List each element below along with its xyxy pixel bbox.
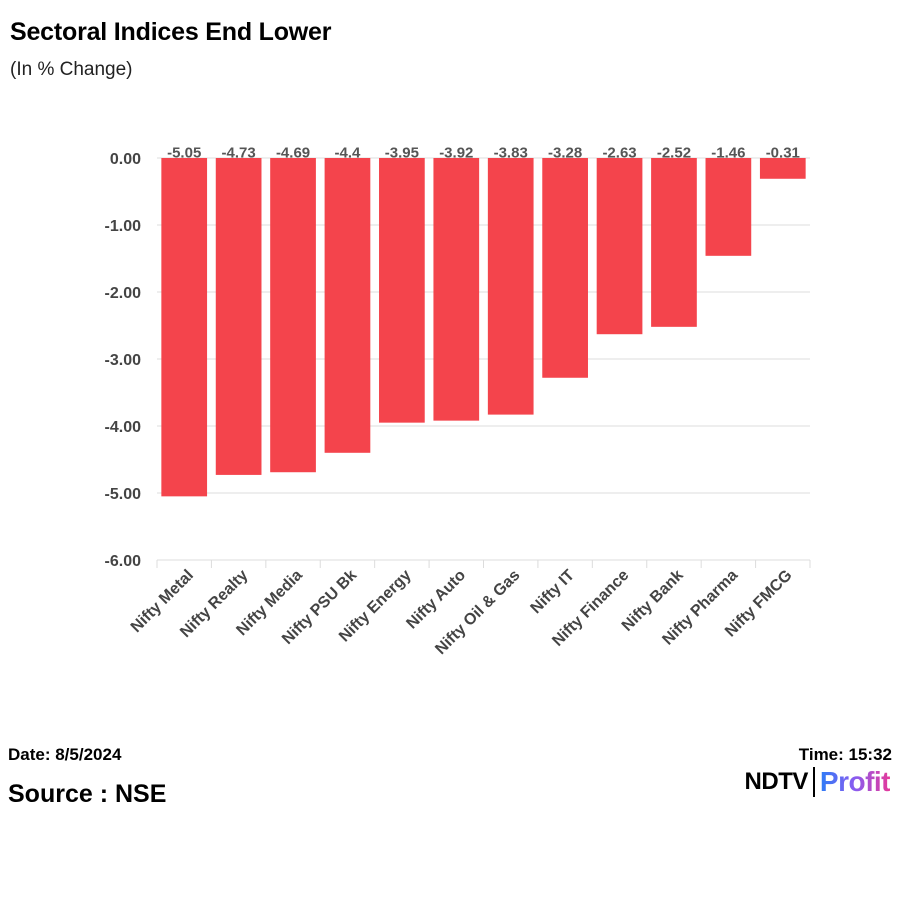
y-tick-label: -3.00	[105, 352, 142, 369]
bar	[596, 158, 643, 335]
logo-divider	[812, 767, 815, 797]
bar	[270, 158, 316, 473]
data-label: -0.31	[766, 145, 800, 162]
data-label: -3.92	[439, 145, 473, 162]
time-label: Time: 15:32	[798, 745, 892, 764]
y-tick-label: -2.00	[105, 285, 142, 302]
bar	[161, 158, 208, 497]
data-label: -3.28	[548, 145, 582, 162]
data-label: -4.4	[335, 145, 362, 162]
data-label: -2.52	[657, 145, 691, 162]
data-label: -5.05	[167, 145, 201, 162]
y-tick-label: -5.00	[105, 486, 142, 503]
ndtv-profit-logo: NDTV Profit	[744, 766, 891, 798]
source-label: Source : NSE	[8, 780, 167, 808]
bar-chart: 0.00 -1.00 -2.00 -3.00 -4.00 -5.00 -6.00 -5.05 N…	[105, 145, 811, 658]
y-tick-label: -4.00	[105, 419, 142, 436]
bar	[324, 158, 371, 453]
chart-title: Sectoral Indices End Lower	[10, 18, 332, 46]
data-label: -4.73	[222, 145, 256, 162]
data-label: -4.69	[276, 145, 310, 162]
category-label: Nifty IT	[528, 567, 579, 618]
y-tick-label: -6.00	[105, 553, 142, 570]
data-label: -3.83	[494, 145, 528, 162]
bar	[215, 158, 262, 475]
bar	[759, 158, 806, 179]
logo-profit-text: Profit	[819, 766, 891, 797]
bar	[705, 158, 752, 256]
data-label: -3.95	[385, 145, 419, 162]
bar	[542, 158, 588, 378]
date-label: Date: 8/5/2024	[8, 745, 122, 764]
chart-subtitle: (In % Change)	[10, 59, 133, 80]
data-label: -2.63	[602, 145, 636, 162]
bar	[651, 158, 697, 327]
logo-ndtv-text: NDTV	[744, 768, 809, 795]
bar	[379, 158, 425, 423]
bar	[487, 158, 534, 415]
y-tick-label: -1.00	[105, 218, 142, 235]
data-label: -1.46	[711, 145, 745, 162]
bar	[433, 158, 480, 421]
y-tick-label: 0.00	[110, 151, 141, 168]
